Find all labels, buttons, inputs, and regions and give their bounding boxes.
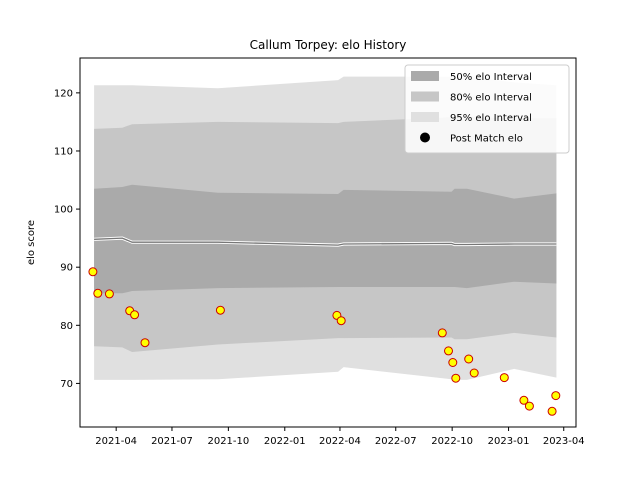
y-tick-label: 110	[54, 146, 73, 157]
x-tick-label: 2022-01	[264, 436, 306, 447]
plot-frame	[79, 57, 577, 428]
post-match-elo-point	[93, 288, 103, 298]
y-tick-label: 100	[54, 205, 73, 216]
post-match-elo-point	[130, 310, 140, 320]
post-match-elo-point	[448, 358, 458, 367]
post-match-elo-point	[464, 354, 474, 364]
post-match-elo-point	[499, 373, 509, 383]
post-match-elo-point	[104, 289, 114, 299]
legend-label: 50% elo Interval	[450, 72, 532, 83]
legend-swatch	[411, 91, 439, 102]
legend-label: 80% elo Interval	[450, 93, 532, 104]
x-tick-label: 2023-01	[488, 436, 530, 447]
x-tick-label: 2022-07	[375, 436, 417, 447]
post-match-elo-point	[437, 328, 447, 338]
legend-swatch	[411, 112, 439, 122]
legend: 50% elo Interval 80% elo Interval 95% elo …	[404, 64, 570, 154]
post-match-elo-point	[444, 346, 453, 356]
x-tick-label: 2023-04	[543, 436, 585, 447]
y-tick-label: 90	[60, 263, 73, 274]
post-match-elo-point	[551, 391, 561, 401]
post-match-elo-point	[519, 395, 529, 405]
axes: 70 80 90 100 110 120 2021-04 2021-07 2021-10 2022…	[54, 88, 585, 447]
y-tick-label: 120	[54, 88, 73, 99]
post-match-elo-point	[140, 338, 150, 348]
post-match-elo-point	[547, 406, 557, 416]
mean-elo-line	[94, 237, 557, 246]
chart-title: Callum Torpey: elo History	[250, 38, 407, 52]
y-tick-label: 70	[60, 379, 73, 390]
legend-box	[404, 64, 570, 154]
x-tick-label: 2022-04	[319, 436, 361, 447]
legend-marker	[420, 132, 430, 143]
post-match-elo-point	[451, 373, 461, 383]
y-axis-label: elo score	[26, 220, 37, 265]
x-tick-label: 2021-10	[207, 436, 249, 447]
x-tick-label: 2021-04	[95, 436, 137, 447]
post-match-elo-point	[336, 316, 346, 326]
post-match-elo-point	[524, 401, 534, 411]
legend-swatch	[411, 71, 439, 81]
legend-label: Post Match elo	[450, 134, 523, 145]
x-tick-label: 2022-10	[431, 436, 473, 447]
legend-label: 95% elo Interval	[450, 113, 532, 124]
x-tick-label: 2021-07	[151, 436, 193, 447]
band-50-interval	[94, 184, 557, 294]
post-match-elo-point	[88, 267, 98, 277]
post-match-elo-point	[469, 368, 479, 378]
post-match-elo-point	[215, 305, 225, 315]
y-tick-label: 80	[60, 321, 73, 332]
